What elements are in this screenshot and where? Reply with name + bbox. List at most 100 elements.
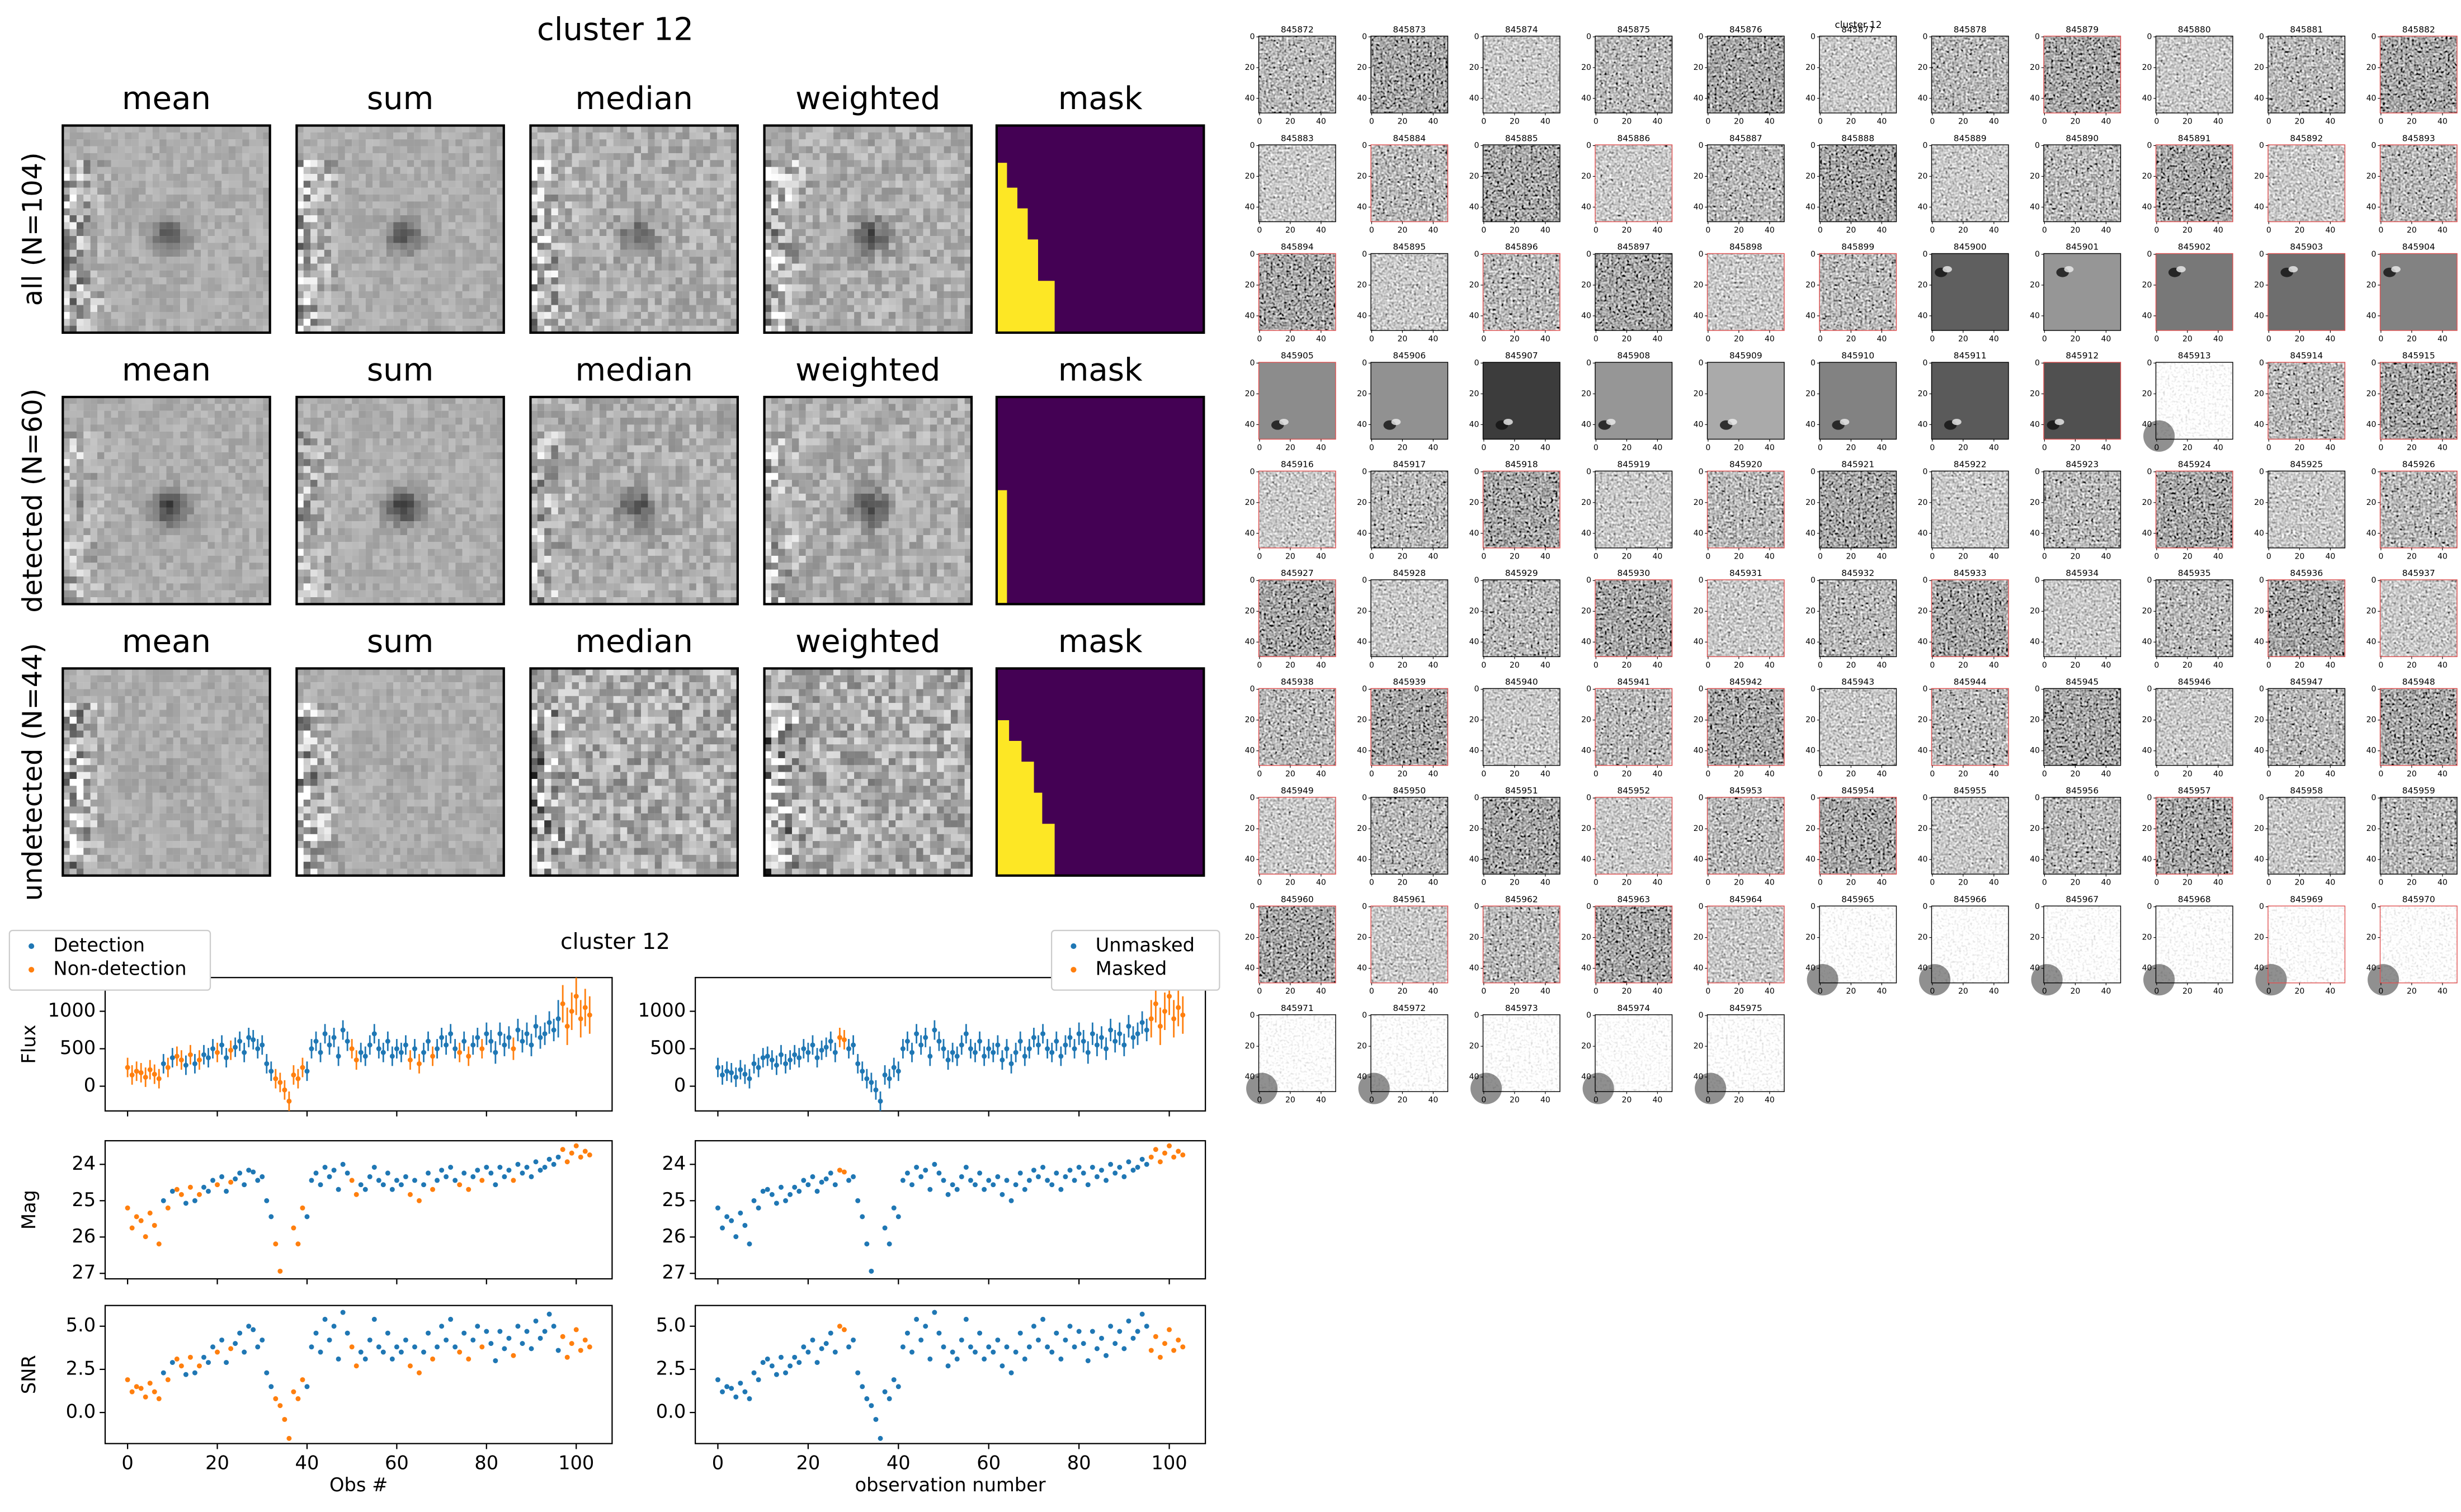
pixel — [469, 153, 477, 160]
pixel — [131, 486, 139, 494]
pixel — [847, 132, 855, 140]
pixel — [365, 132, 373, 140]
pixel — [819, 249, 827, 257]
pixel — [303, 194, 311, 202]
pixel — [558, 181, 565, 188]
pixel — [483, 445, 491, 452]
pixel — [208, 215, 215, 223]
pixel — [152, 146, 160, 154]
pixel — [689, 298, 696, 305]
pixel — [407, 270, 414, 278]
pixel — [310, 298, 318, 305]
pixel — [159, 542, 167, 549]
pixel — [875, 270, 882, 278]
pixel — [256, 173, 263, 181]
pixel — [490, 249, 497, 257]
pixel — [909, 236, 917, 243]
pixel — [201, 480, 208, 487]
pixel — [242, 201, 249, 209]
pixel — [221, 404, 229, 411]
pixel — [83, 181, 91, 188]
pixel — [69, 445, 77, 452]
pixel — [407, 284, 414, 291]
pixel — [118, 459, 125, 466]
pixel — [586, 257, 593, 264]
pixel — [620, 173, 628, 181]
pixel — [159, 319, 167, 326]
pixel — [435, 243, 442, 250]
pixel — [263, 452, 270, 460]
pixel — [469, 194, 477, 202]
pixel — [421, 493, 428, 501]
pixel — [462, 445, 470, 452]
pixel — [662, 249, 669, 257]
pixel — [249, 139, 257, 147]
pixel — [63, 431, 70, 439]
pixel — [131, 459, 139, 466]
pixel — [476, 424, 483, 432]
pixel — [710, 263, 717, 271]
pixel — [180, 493, 187, 501]
pixel — [462, 167, 470, 174]
pixel — [166, 173, 173, 181]
pixel — [958, 167, 965, 174]
pixel — [69, 528, 77, 536]
pixel — [703, 160, 710, 167]
pixel — [958, 229, 965, 237]
pixel — [338, 125, 345, 133]
pixel — [668, 201, 676, 209]
pixel — [214, 194, 222, 202]
pixel — [881, 243, 889, 250]
pixel — [730, 277, 738, 285]
pixel — [83, 466, 91, 473]
pixel — [187, 284, 194, 291]
pixel — [180, 167, 187, 174]
pixel — [861, 173, 868, 181]
pixel — [393, 173, 400, 181]
pixel — [875, 167, 882, 174]
pixel — [145, 583, 153, 590]
pixel — [400, 215, 408, 223]
pixel — [125, 208, 132, 216]
pixel — [111, 404, 119, 411]
pixel — [359, 284, 366, 291]
pixel — [435, 424, 442, 432]
pixel — [483, 418, 491, 425]
pixel — [345, 222, 352, 229]
pixel — [256, 125, 263, 133]
pixel — [544, 139, 551, 147]
pixel — [118, 486, 125, 494]
pixel — [606, 243, 614, 250]
pixel — [214, 236, 222, 243]
pixel — [497, 466, 504, 473]
pixel — [249, 208, 257, 216]
pixel — [868, 298, 875, 305]
pixel — [324, 500, 332, 508]
pixel — [166, 542, 173, 549]
pixel — [296, 410, 304, 418]
pixel — [386, 222, 394, 229]
pixel — [950, 305, 958, 313]
pixel — [187, 569, 194, 577]
pixel — [324, 480, 332, 487]
pixel — [606, 236, 614, 243]
pixel — [104, 325, 111, 333]
pixel — [76, 277, 84, 285]
pixel — [249, 431, 257, 439]
pixel — [104, 277, 111, 285]
pixel — [764, 311, 772, 319]
pixel — [565, 146, 572, 154]
pixel — [324, 277, 332, 285]
pixel — [606, 229, 614, 237]
pixel — [435, 445, 442, 452]
pixel — [875, 325, 882, 333]
pixel — [476, 277, 483, 285]
pixel — [235, 493, 243, 501]
pixel — [379, 201, 387, 209]
pixel — [208, 583, 215, 590]
pixel — [263, 404, 270, 411]
pixel — [627, 173, 634, 181]
pixel — [497, 298, 504, 305]
pixel — [104, 563, 111, 570]
pixel — [937, 222, 944, 229]
